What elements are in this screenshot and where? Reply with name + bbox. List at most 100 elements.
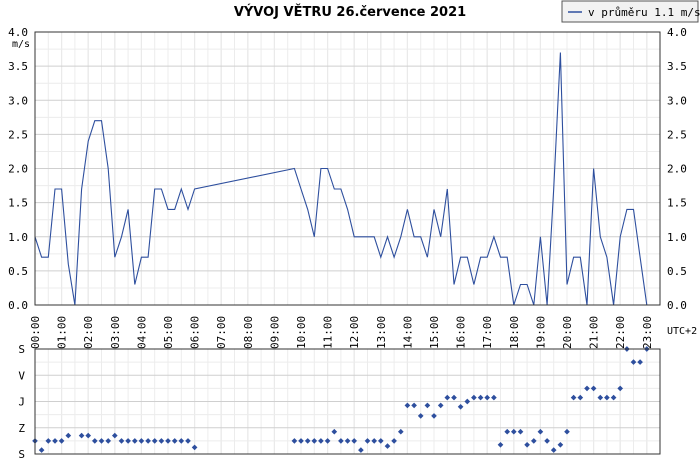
direction-point [437,402,444,409]
x-tick-label: 09:00 [268,316,281,349]
direction-point [377,438,384,444]
x-tick-label: 05:00 [162,316,175,349]
direction-plot-frame [34,348,661,455]
direction-point [151,438,158,444]
y-tick-label-right: 1.0 [667,231,687,244]
x-tick-label: 02:00 [82,316,95,349]
direction-point [118,438,125,444]
y-tick-label-left: 0.5 [8,265,28,278]
direction-point [138,438,145,444]
direction-point [344,438,351,444]
direction-point [544,438,550,444]
direction-point [351,438,358,444]
dir-y-tick-label: S [18,448,25,460]
direction-point [338,438,344,444]
direction-point [318,438,324,444]
direction-point [171,438,178,444]
speed-grid [34,31,660,306]
speed-plot-frame [34,31,661,306]
x-tick-label: 19:00 [534,316,547,349]
y-tick-label-right: 2.0 [667,163,687,176]
x-tick-label: 07:00 [215,316,228,349]
direction-point [537,428,544,435]
direction-point [131,438,138,444]
direction-point [304,438,311,444]
chart-title: VÝVOJ VĚTRU 26.července 2021 [234,4,466,20]
direction-point [557,441,564,448]
x-tick-label: 17:00 [481,316,494,349]
direction-point [298,438,304,444]
direction-point [484,394,491,401]
x-axis-timezone-label: UTC+2 [667,326,697,337]
direction-point [178,438,185,444]
direction-point [491,394,497,401]
direction-point [471,394,477,401]
y-tick-label-right: 3.0 [667,94,687,107]
x-tick-label: 13:00 [375,316,388,349]
x-tick-label: 08:00 [242,316,255,349]
y-tick-label-left: 4.0 [8,26,28,39]
x-tick-label: 18:00 [508,316,521,349]
y-tick-label-left: 1.5 [8,197,28,210]
direction-point [497,441,504,448]
x-tick-label: 06:00 [189,316,202,349]
direction-point [604,394,610,401]
direction-point [191,444,198,451]
direction-point [384,443,391,449]
direction-point [158,438,165,444]
x-tick-label: 03:00 [109,316,122,349]
direction-point [404,402,411,409]
direction-point [397,428,404,435]
direction-point [105,438,112,444]
dir-y-tick-label: J [18,396,25,409]
direction-point [358,447,364,453]
direction-point [125,438,131,444]
direction-point [504,428,511,435]
x-tick-label: 12:00 [348,316,361,349]
y-tick-label-left: 3.5 [8,60,28,73]
direction-point [464,398,471,405]
speed-y-ticks-right: 0.0 0.5 1.0 1.5 2.0 2.5 3.0 3.5 4.0 [667,26,687,312]
dir-y-tick-label: S [18,343,25,356]
direction-point [411,402,417,409]
direction-point [111,432,118,439]
x-tick-label: 14:00 [401,316,414,349]
y-tick-label-right: 0.0 [667,299,687,312]
direction-point [590,385,597,392]
x-tick-label: 00:00 [29,316,42,349]
legend-label: v průměru 1.1 m/s [588,6,700,19]
direction-point [91,438,98,444]
y-tick-label-right: 4.0 [667,26,687,39]
direction-point [517,428,524,435]
direction-point [564,428,570,435]
x-tick-label: 20:00 [561,316,574,349]
direction-point [477,394,484,401]
direction-point [584,385,590,392]
y-tick-label-left: 0.0 [8,299,28,312]
speed-y-ticks-left: 0.0 0.5 1.0 1.5 2.0 2.5 3.0 3.5 4.0 [8,26,28,312]
direction-point [550,447,557,453]
direction-point [78,432,85,439]
direction-point [524,441,530,448]
direction-point [65,432,72,439]
x-tick-label: 22:00 [614,316,627,349]
x-tick-label: 21:00 [588,316,601,349]
direction-point [617,385,624,392]
x-tick-label: 23:00 [641,316,654,349]
x-tick-label: 11:00 [322,316,335,349]
y-tick-label-right: 2.5 [667,128,687,141]
y-tick-label-right: 0.5 [667,265,687,278]
direction-point [630,359,637,365]
direction-point [52,438,58,444]
direction-point [431,413,437,419]
x-tick-label: 15:00 [428,316,441,349]
legend: v průměru 1.1 m/s [561,0,700,23]
speed-series-line [34,52,648,306]
x-tick-label: 10:00 [295,316,308,349]
dir-y-tick-label: Z [18,422,25,435]
direction-point [291,438,298,444]
x-tick-label: 01:00 [56,316,69,349]
y-tick-label-right: 1.5 [667,197,687,210]
direction-point [145,438,151,444]
